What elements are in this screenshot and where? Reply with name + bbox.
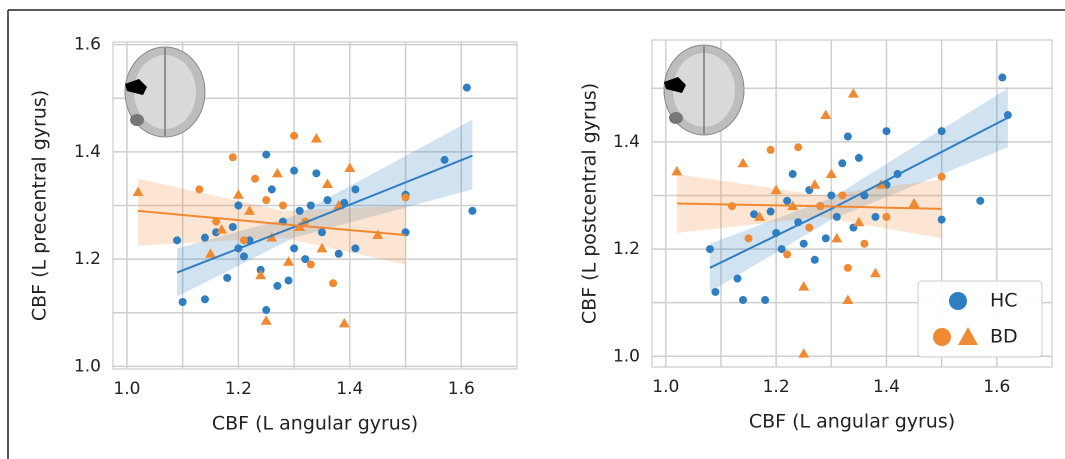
y-axis-label: CBF (L postcentral gyrus) <box>579 83 601 324</box>
point <box>268 185 276 193</box>
point <box>351 244 359 252</box>
point <box>201 295 209 303</box>
point <box>195 185 203 193</box>
point <box>767 146 775 154</box>
legend-marker <box>933 328 951 346</box>
point <box>240 236 248 244</box>
point <box>789 170 797 178</box>
point <box>335 250 343 258</box>
point <box>827 191 835 199</box>
y-tick-label: 1.0 <box>613 346 640 366</box>
y-axis-label: CBF (L precentral gyrus) <box>29 90 51 321</box>
point <box>285 277 293 285</box>
point <box>833 213 841 221</box>
point <box>290 132 298 140</box>
point <box>402 193 410 201</box>
x-tick-label: 1.6 <box>983 377 1010 397</box>
point <box>290 167 298 175</box>
point <box>179 298 187 306</box>
point <box>262 306 270 314</box>
y-tick-label: 1.2 <box>74 249 101 269</box>
point <box>844 132 852 140</box>
point <box>938 127 946 135</box>
legend-marker <box>949 292 967 310</box>
point <box>296 207 304 215</box>
legend-label: HC <box>990 290 1018 312</box>
x-tick-label: 1.6 <box>448 379 475 399</box>
point <box>938 216 946 224</box>
point <box>240 252 248 260</box>
point <box>838 191 846 199</box>
point <box>262 151 270 159</box>
point <box>976 197 984 205</box>
point <box>745 234 753 242</box>
point <box>783 250 791 258</box>
point <box>871 213 879 221</box>
point <box>229 223 237 231</box>
point <box>279 202 287 210</box>
point <box>882 213 890 221</box>
point <box>838 159 846 167</box>
point <box>882 127 890 135</box>
point <box>273 282 281 290</box>
brain-region <box>130 114 144 126</box>
point <box>351 185 359 193</box>
point <box>739 296 747 304</box>
point <box>229 153 237 161</box>
point <box>468 207 476 215</box>
point <box>173 236 181 244</box>
point <box>441 156 449 164</box>
y-tick-label: 1.4 <box>613 132 640 152</box>
point <box>262 196 270 204</box>
point <box>307 260 315 268</box>
x-tick-label: 1.0 <box>113 379 140 399</box>
point <box>844 264 852 272</box>
y-tick-label: 1.0 <box>74 356 101 376</box>
point <box>767 208 775 216</box>
point <box>290 244 298 252</box>
point <box>706 245 714 253</box>
x-axis-label: CBF (L angular gyrus) <box>212 413 418 435</box>
point <box>307 202 315 210</box>
point <box>794 143 802 151</box>
figure: 1.0 1.2 1.4 1.6 1.0 1.2 1.4 1.6 CBF (L angular g… <box>0 0 1065 459</box>
x-tick-label: 1.4 <box>873 377 900 397</box>
point <box>822 234 830 242</box>
point <box>800 240 808 248</box>
legend-label: BD <box>990 326 1018 348</box>
x-tick-label: 1.0 <box>652 377 679 397</box>
point <box>711 288 719 296</box>
point <box>234 202 242 210</box>
x-axis-label: CBF (L angular gyrus) <box>749 411 955 433</box>
point <box>811 256 819 264</box>
x-tick-label: 1.4 <box>336 379 363 399</box>
point <box>312 169 320 177</box>
point <box>463 84 471 92</box>
y-tick-label: 1.4 <box>74 142 101 162</box>
point <box>728 202 736 210</box>
point <box>860 240 868 248</box>
x-tick-label: 1.2 <box>225 379 252 399</box>
point <box>998 74 1006 82</box>
point <box>761 296 769 304</box>
legend-box <box>918 281 1042 357</box>
point <box>783 197 791 205</box>
point <box>223 274 231 282</box>
point <box>805 224 813 232</box>
point <box>201 234 209 242</box>
point <box>734 275 742 283</box>
point <box>329 279 337 287</box>
x-tick-label: 1.2 <box>763 377 790 397</box>
point <box>938 173 946 181</box>
point <box>324 196 332 204</box>
point <box>318 228 326 236</box>
point <box>855 154 863 162</box>
y-tick-label: 1.2 <box>613 239 640 259</box>
y-tick-label: 1.6 <box>74 35 101 55</box>
point <box>251 175 259 183</box>
brain-region <box>669 112 683 124</box>
